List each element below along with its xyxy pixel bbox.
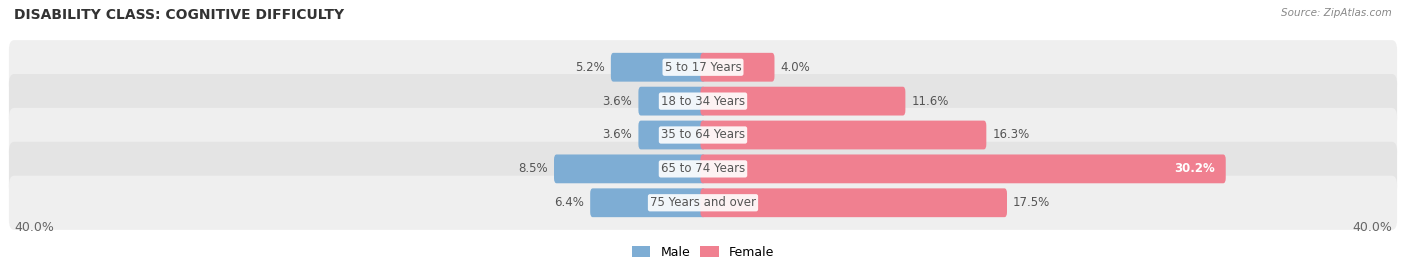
FancyBboxPatch shape xyxy=(8,142,1398,196)
Text: 30.2%: 30.2% xyxy=(1174,162,1215,176)
Text: 6.4%: 6.4% xyxy=(554,196,583,209)
FancyBboxPatch shape xyxy=(8,74,1398,128)
FancyBboxPatch shape xyxy=(591,188,706,217)
FancyBboxPatch shape xyxy=(8,40,1398,94)
Text: Source: ZipAtlas.com: Source: ZipAtlas.com xyxy=(1281,8,1392,18)
FancyBboxPatch shape xyxy=(700,154,1226,183)
Text: 5.2%: 5.2% xyxy=(575,61,605,74)
FancyBboxPatch shape xyxy=(700,121,987,149)
FancyBboxPatch shape xyxy=(554,154,706,183)
Text: 5 to 17 Years: 5 to 17 Years xyxy=(665,61,741,74)
Text: 3.6%: 3.6% xyxy=(603,129,633,141)
FancyBboxPatch shape xyxy=(8,108,1398,162)
Text: 35 to 64 Years: 35 to 64 Years xyxy=(661,129,745,141)
Text: 40.0%: 40.0% xyxy=(1353,221,1392,234)
Text: 4.0%: 4.0% xyxy=(780,61,810,74)
FancyBboxPatch shape xyxy=(8,176,1398,230)
Text: 8.5%: 8.5% xyxy=(519,162,548,176)
FancyBboxPatch shape xyxy=(700,87,905,116)
FancyBboxPatch shape xyxy=(700,188,1007,217)
Text: 18 to 34 Years: 18 to 34 Years xyxy=(661,94,745,108)
Text: DISABILITY CLASS: COGNITIVE DIFFICULTY: DISABILITY CLASS: COGNITIVE DIFFICULTY xyxy=(14,8,344,22)
FancyBboxPatch shape xyxy=(638,121,706,149)
Text: 75 Years and over: 75 Years and over xyxy=(650,196,756,209)
FancyBboxPatch shape xyxy=(638,87,706,116)
Text: 16.3%: 16.3% xyxy=(993,129,1029,141)
FancyBboxPatch shape xyxy=(700,53,775,82)
FancyBboxPatch shape xyxy=(610,53,706,82)
Text: 11.6%: 11.6% xyxy=(911,94,949,108)
Text: 3.6%: 3.6% xyxy=(603,94,633,108)
Text: 40.0%: 40.0% xyxy=(14,221,53,234)
Legend: Male, Female: Male, Female xyxy=(627,241,779,264)
Text: 17.5%: 17.5% xyxy=(1012,196,1050,209)
Text: 65 to 74 Years: 65 to 74 Years xyxy=(661,162,745,176)
